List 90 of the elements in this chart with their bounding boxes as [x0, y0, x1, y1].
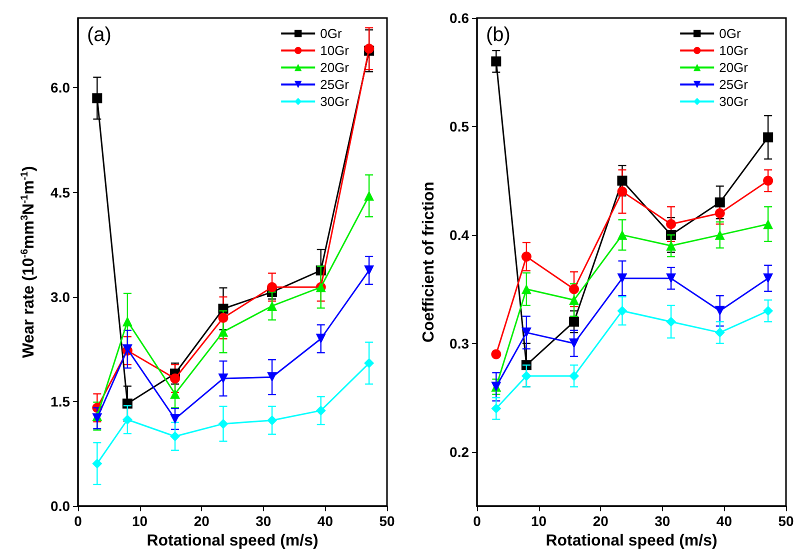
legend-label: 20Gr	[719, 60, 749, 75]
y-tick-label: 6.0	[50, 80, 70, 96]
y-tick-label: 0.2	[450, 444, 470, 460]
point	[666, 240, 676, 251]
y-tick-label: 0.0	[50, 498, 70, 514]
point	[617, 186, 628, 197]
point	[491, 349, 502, 360]
point	[714, 306, 725, 316]
point	[714, 208, 725, 218]
point	[316, 406, 326, 416]
point	[666, 316, 676, 327]
y-tick-label: 1.5	[50, 394, 70, 410]
point	[521, 370, 532, 381]
point	[617, 176, 628, 186]
point	[763, 219, 774, 230]
point	[763, 176, 774, 186]
y-tick-label: 0.4	[450, 226, 470, 243]
point	[617, 306, 628, 316]
point	[92, 93, 102, 104]
point	[364, 190, 374, 201]
point	[218, 326, 228, 337]
point	[267, 300, 278, 311]
legend-label: 0Gr	[719, 26, 742, 41]
y-tick-label: 0.5	[450, 118, 470, 134]
point	[763, 273, 774, 284]
point	[92, 458, 102, 469]
y-tick-label: 3.0	[50, 288, 70, 305]
point	[569, 284, 580, 294]
x-tick-label: 40	[716, 513, 732, 530]
point	[364, 358, 374, 368]
point	[521, 328, 532, 338]
legend-label: 10Gr	[320, 43, 350, 58]
point	[267, 415, 278, 426]
legend-label: 0Gr	[320, 26, 342, 41]
legend-label: 10Gr	[719, 43, 749, 58]
point	[521, 284, 532, 294]
point	[267, 372, 278, 382]
legend-label: 30Gr	[320, 94, 350, 109]
point	[218, 418, 228, 429]
point	[569, 370, 580, 381]
point	[364, 265, 374, 276]
point	[714, 197, 725, 208]
point	[569, 316, 580, 327]
point	[714, 328, 725, 338]
point	[617, 230, 628, 240]
x-tick-label: 10	[132, 513, 148, 530]
x-tick-label: 10	[531, 513, 547, 530]
point	[714, 230, 725, 240]
point	[170, 414, 180, 424]
point	[316, 334, 326, 344]
x-axis-title: Rotational speed (m/s)	[146, 532, 318, 550]
point	[122, 316, 132, 326]
point	[763, 306, 774, 316]
y-tick-label: 0.6	[450, 10, 470, 26]
point	[122, 414, 132, 425]
point	[218, 373, 228, 384]
legend-label: 25Gr	[320, 77, 350, 92]
point	[666, 273, 676, 284]
chart-title: (b)	[486, 24, 510, 46]
x-tick-label: 20	[194, 513, 210, 530]
y-tick-label: 0.3	[450, 335, 470, 352]
x-tick-label: 30	[256, 513, 272, 530]
point	[170, 431, 180, 442]
x-tick-label: 30	[654, 513, 670, 530]
x-axis-title: Rotational speed (m/s)	[546, 532, 718, 550]
legend-label: 20Gr	[320, 60, 350, 75]
point	[569, 295, 580, 306]
point	[569, 338, 580, 348]
x-tick-label: 50	[379, 513, 395, 530]
legend-label: 30Gr	[719, 94, 749, 109]
text: Wear rate (10-6mm3N-1m-1)	[20, 166, 38, 358]
point	[491, 403, 502, 414]
chart-title: (a)	[87, 24, 112, 46]
x-tick-label: 0	[74, 513, 82, 530]
y-axis-title: Coefficient of friction	[420, 182, 438, 342]
point	[170, 374, 180, 384]
point	[491, 56, 502, 66]
y-tick-label: 4.5	[50, 184, 70, 200]
x-tick-label: 0	[473, 513, 482, 530]
point	[666, 219, 676, 230]
x-tick-label: 20	[592, 513, 609, 530]
legend-label: 25Gr	[719, 77, 749, 92]
point	[521, 252, 532, 262]
x-tick-label: 50	[778, 513, 794, 530]
x-tick-label: 40	[317, 513, 334, 530]
point	[617, 273, 628, 284]
point	[763, 132, 774, 142]
point	[267, 282, 278, 292]
point	[170, 388, 180, 399]
point	[218, 312, 228, 323]
